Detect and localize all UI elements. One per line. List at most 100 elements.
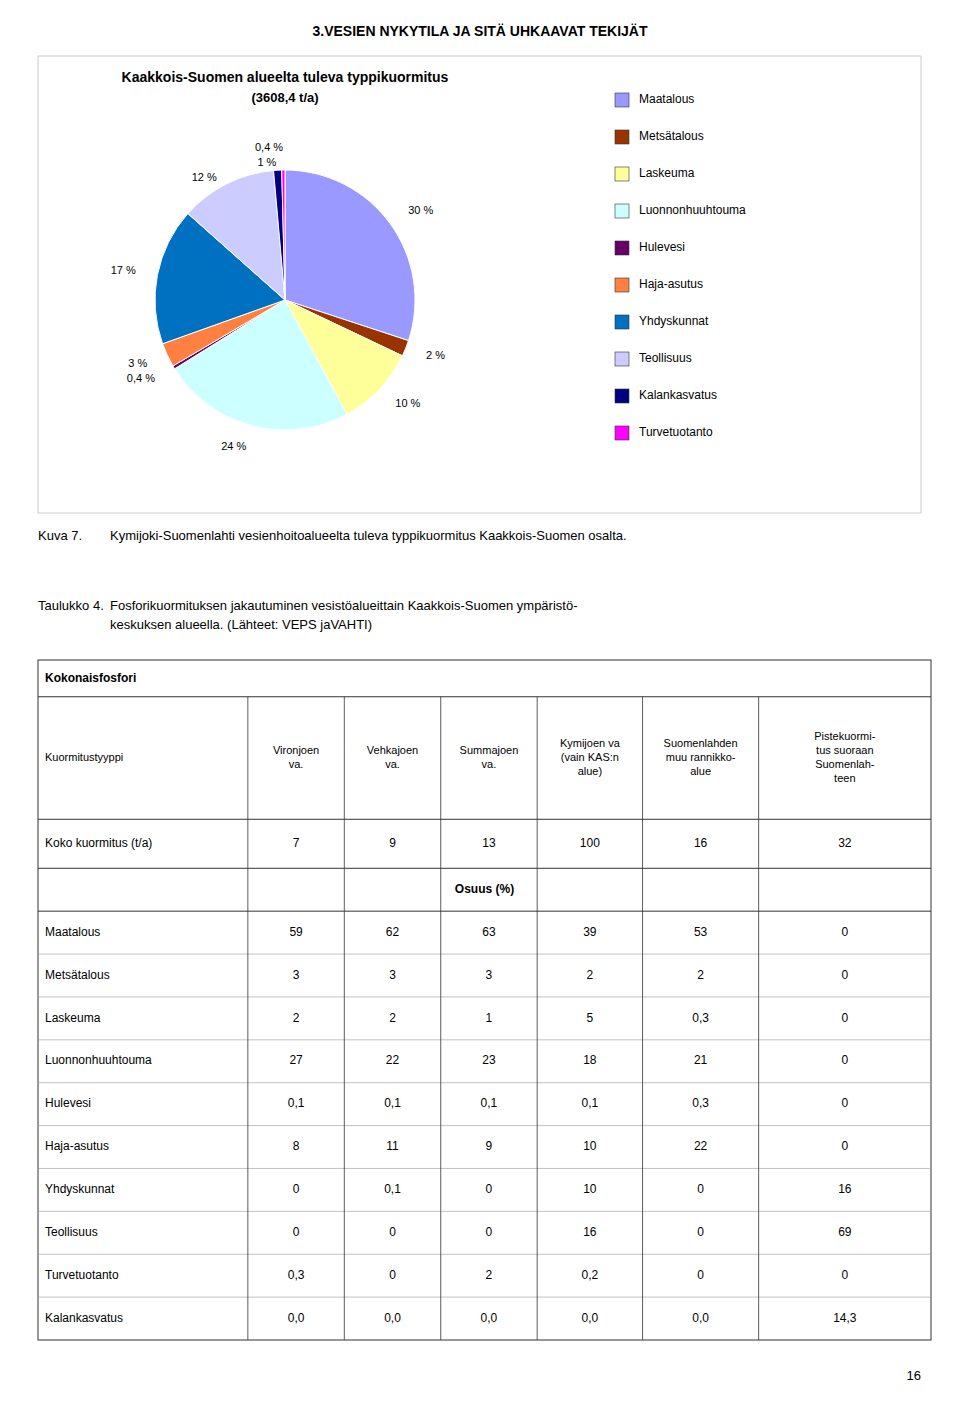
- chart-frame: [38, 56, 921, 513]
- text-line: Vironjoen: [273, 744, 319, 756]
- legend-label: Maatalous: [639, 92, 694, 106]
- table-cell: 2: [389, 1011, 396, 1025]
- legend-label: Hulevesi: [639, 240, 685, 254]
- table-cell: 0: [697, 1268, 704, 1282]
- pie-slice: [282, 170, 285, 300]
- table-cell: 0,0: [582, 1311, 599, 1325]
- table-cell: 0: [389, 1268, 396, 1282]
- table-cell: 100: [580, 836, 600, 850]
- legend-swatch: [615, 278, 629, 292]
- table-cell: Maatalous: [45, 925, 100, 939]
- page: 3.VESIEN NYKYTILA JA SITÄ UHKAAVAT TEKIJ…: [0, 0, 960, 1405]
- text-line: muu rannikko-: [666, 751, 736, 763]
- table-cell: 0: [841, 968, 848, 982]
- table-cell: 0,0: [692, 1311, 709, 1325]
- legend-label: Kalankasvatus: [639, 388, 717, 402]
- table-rule: [537, 697, 538, 1340]
- data-label: 0,4 %: [127, 372, 155, 384]
- table-cell: 0: [841, 1139, 848, 1153]
- table-cell: Metsätalous: [45, 968, 110, 982]
- data-label: 0,4 %: [255, 141, 283, 153]
- table-cell: 1: [486, 1011, 493, 1025]
- table-cell: 22: [386, 1053, 400, 1067]
- legend-swatch: [615, 204, 629, 218]
- text-line: (vain KAS:n: [561, 751, 619, 763]
- legend-swatch: [615, 167, 629, 181]
- table-cell: 0: [486, 1225, 493, 1239]
- table-cell: 16: [694, 836, 708, 850]
- text-line: Pistekuormi-: [814, 730, 875, 742]
- table-cell: 3: [486, 968, 493, 982]
- table-cell: 9: [486, 1139, 493, 1153]
- table-rule: [38, 1297, 931, 1298]
- legend-swatch: [615, 426, 629, 440]
- table-cell: 5: [587, 1011, 594, 1025]
- table-rule: [38, 954, 931, 955]
- table-cell: Teollisuus: [45, 1225, 98, 1239]
- table: KokonaisfosforiKuormitustyyppiVironjoenv…: [38, 660, 931, 1340]
- table-cell: 0,1: [384, 1096, 401, 1110]
- table-cell: 0,3: [288, 1268, 305, 1282]
- table-cell: 2: [587, 968, 594, 982]
- table-cell: 0,3: [692, 1096, 709, 1110]
- table-cell: 0: [841, 1053, 848, 1067]
- table-column-header: Vironjoenva.: [273, 744, 319, 770]
- legend-swatch: [615, 352, 629, 366]
- legend-label: Yhdyskunnat: [639, 314, 709, 328]
- table-cell: 0: [841, 925, 848, 939]
- table-cell: Hulevesi: [45, 1096, 91, 1110]
- table-cell: 53: [694, 925, 708, 939]
- table-cell: 2: [486, 1268, 493, 1282]
- table-cell: 16: [583, 1225, 597, 1239]
- table-cell: 10: [583, 1139, 597, 1153]
- text-line: Summajoen: [460, 744, 519, 756]
- table-cell: 0,3: [692, 1011, 709, 1025]
- text-line: va.: [385, 758, 400, 770]
- table-cell: Haja-asutus: [45, 1139, 109, 1153]
- table-cell: 0: [293, 1182, 300, 1196]
- table-cell: 11: [386, 1139, 399, 1153]
- table-cell: 69: [838, 1225, 852, 1239]
- table-rule: [38, 911, 931, 912]
- text-line: Vehkajoen: [367, 744, 418, 756]
- text-line: alue): [578, 765, 602, 777]
- text-line: Suomenlah-: [815, 758, 875, 770]
- text-line: alue: [690, 765, 711, 777]
- caption-text: Kymijoki-Suomenlahti vesienhoitoalueelta…: [110, 528, 627, 543]
- pie: [155, 170, 415, 430]
- table-cell: 0: [486, 1182, 493, 1196]
- text-line: Suomenlahden: [664, 737, 738, 749]
- table-cell: 14,3: [833, 1311, 857, 1325]
- table-cell: Luonnonhuuhtouma: [45, 1053, 152, 1067]
- table-rule: [38, 1082, 931, 1083]
- table-cell: 0,1: [481, 1096, 498, 1110]
- pie-slice: [274, 170, 285, 300]
- table-rule: [642, 697, 643, 1340]
- table-cell: 8: [293, 1139, 300, 1153]
- text-line: tus suoraan: [816, 744, 873, 756]
- table-cell: 18: [583, 1053, 597, 1067]
- table-cell: 2: [293, 1011, 300, 1025]
- table-cell: 0: [293, 1225, 300, 1239]
- text-line: va.: [482, 758, 497, 770]
- table-cell: 0,1: [384, 1182, 401, 1196]
- table-rule: [38, 696, 931, 697]
- chart-subtitle: (3608,4 t/a): [251, 90, 318, 105]
- table-cell: 0: [841, 1096, 848, 1110]
- table-rule: [440, 697, 441, 1340]
- table-cell: 0,0: [481, 1311, 498, 1325]
- table-cell: 39: [583, 925, 597, 939]
- text-line: Kuormitustyyppi: [45, 751, 123, 763]
- table-rule: [38, 996, 931, 997]
- table-cell: Yhdyskunnat: [45, 1182, 115, 1196]
- table-cell: 0,0: [384, 1311, 401, 1325]
- data-labels: 30 %2 %10 %24 %0,4 %3 %17 %12 %1 %0,4 %: [111, 141, 446, 452]
- table-cell: 16: [838, 1182, 852, 1196]
- table-cell: 22: [694, 1139, 708, 1153]
- legend-swatch: [615, 315, 629, 329]
- table-cell: 9: [389, 836, 396, 850]
- table-cell: 7: [293, 836, 300, 850]
- table-rule: [247, 697, 248, 1340]
- table-cell: 59: [289, 925, 303, 939]
- table-cell: 21: [694, 1053, 708, 1067]
